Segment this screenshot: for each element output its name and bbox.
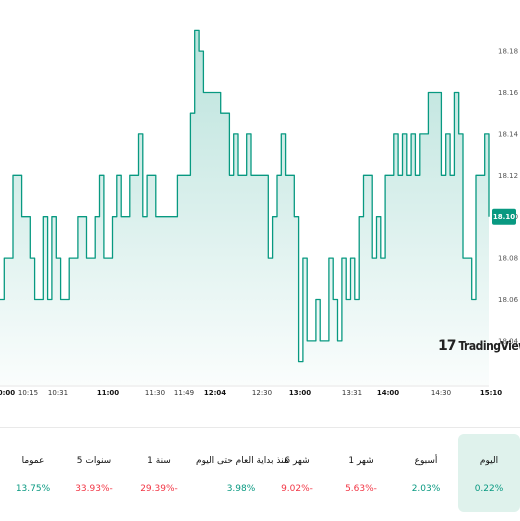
period-change: 33.93%- bbox=[75, 484, 113, 494]
period-1-year-button[interactable]: 1 سنة 29.39%- bbox=[128, 434, 190, 512]
y-tick-label: 18.12 bbox=[498, 172, 518, 180]
period-change: 3.98% bbox=[226, 484, 256, 494]
y-tick-label: 18.16 bbox=[498, 89, 519, 97]
period-week-button[interactable]: أسبوع 2.03% bbox=[395, 434, 457, 512]
tradingview-logo: 17 TradingView bbox=[438, 338, 520, 354]
x-tick-label: 14:30 bbox=[431, 389, 451, 397]
price-line bbox=[0, 29, 490, 363]
period-5-years-button[interactable]: 5 سنوات 33.93%- bbox=[63, 434, 125, 512]
x-tick-label: 10:00 bbox=[0, 389, 15, 397]
x-tick-label: 10:31 bbox=[48, 389, 68, 397]
period-label: 5 سنوات bbox=[76, 456, 112, 466]
x-tick-label: 11:00 bbox=[97, 389, 119, 397]
period-change: 5.63%- bbox=[345, 484, 377, 494]
x-tick-label: 14:00 bbox=[377, 389, 399, 397]
period-today-button[interactable]: اليوم 0.22% bbox=[458, 434, 520, 512]
tradingview-logo-icon: 17 bbox=[438, 338, 457, 354]
price-chart[interactable]: 18.18 18.16 18.14 18.12 18.10 18.08 18.06 18.04… bbox=[0, 0, 520, 400]
period-1-month-button[interactable]: 1 شهر 5.63%- bbox=[330, 434, 392, 512]
x-tick-label: 13:00 bbox=[289, 389, 311, 397]
performance-bar: اليوم 0.22% أسبوع 2.03% 1 شهر 5.63%- 6 ش… bbox=[0, 427, 520, 521]
period-label: اليوم bbox=[479, 456, 499, 466]
period-change: 13.75% bbox=[15, 484, 51, 494]
y-tick-label: 18.18 bbox=[498, 48, 518, 56]
x-tick-label: 15:10 bbox=[480, 389, 502, 397]
x-tick-label: 11:49 bbox=[174, 389, 194, 397]
period-all-time-button[interactable]: عموما 13.75% bbox=[2, 434, 64, 512]
x-tick-label: 12:04 bbox=[204, 389, 226, 397]
x-tick-label: 11:30 bbox=[145, 389, 165, 397]
y-tick-label: 18.04 bbox=[498, 337, 519, 345]
period-change: 29.39%- bbox=[140, 484, 178, 494]
chart-canvas[interactable]: 18.18 18.16 18.14 18.12 18.10 18.08 18.06 18.04… bbox=[0, 0, 520, 400]
period-label: أسبوع bbox=[414, 456, 438, 466]
x-tick-label: 13:31 bbox=[342, 389, 362, 397]
period-label: 6 شهر bbox=[284, 456, 310, 466]
period-label: 1 شهر bbox=[348, 456, 374, 466]
tradingview-logo-text: TradingView bbox=[458, 339, 520, 353]
x-tick-label: 10:15 bbox=[18, 389, 38, 397]
period-label: عموما bbox=[21, 456, 45, 466]
last-price-badge bbox=[492, 208, 516, 225]
period-6-month-button[interactable]: 6 شهر 9.02%- bbox=[266, 434, 328, 512]
y-tick-label: 18.08 bbox=[498, 255, 518, 263]
x-tick-label: 12:30 bbox=[252, 389, 272, 397]
period-change: 2.03% bbox=[411, 484, 441, 494]
period-change: 9.02%- bbox=[281, 484, 313, 494]
price-area-fill bbox=[0, 30, 489, 386]
y-tick-label: 18.14 bbox=[498, 130, 519, 138]
y-tick-label: 18.06 bbox=[498, 296, 519, 304]
period-label: 1 سنة bbox=[147, 456, 171, 466]
last-price-label: 18.10 bbox=[493, 213, 515, 221]
period-ytd-button[interactable]: منذ بداية العام حتى اليوم 3.98% bbox=[196, 434, 289, 512]
period-label: منذ بداية العام حتى اليوم bbox=[196, 456, 289, 466]
period-change: 0.22% bbox=[474, 484, 504, 494]
